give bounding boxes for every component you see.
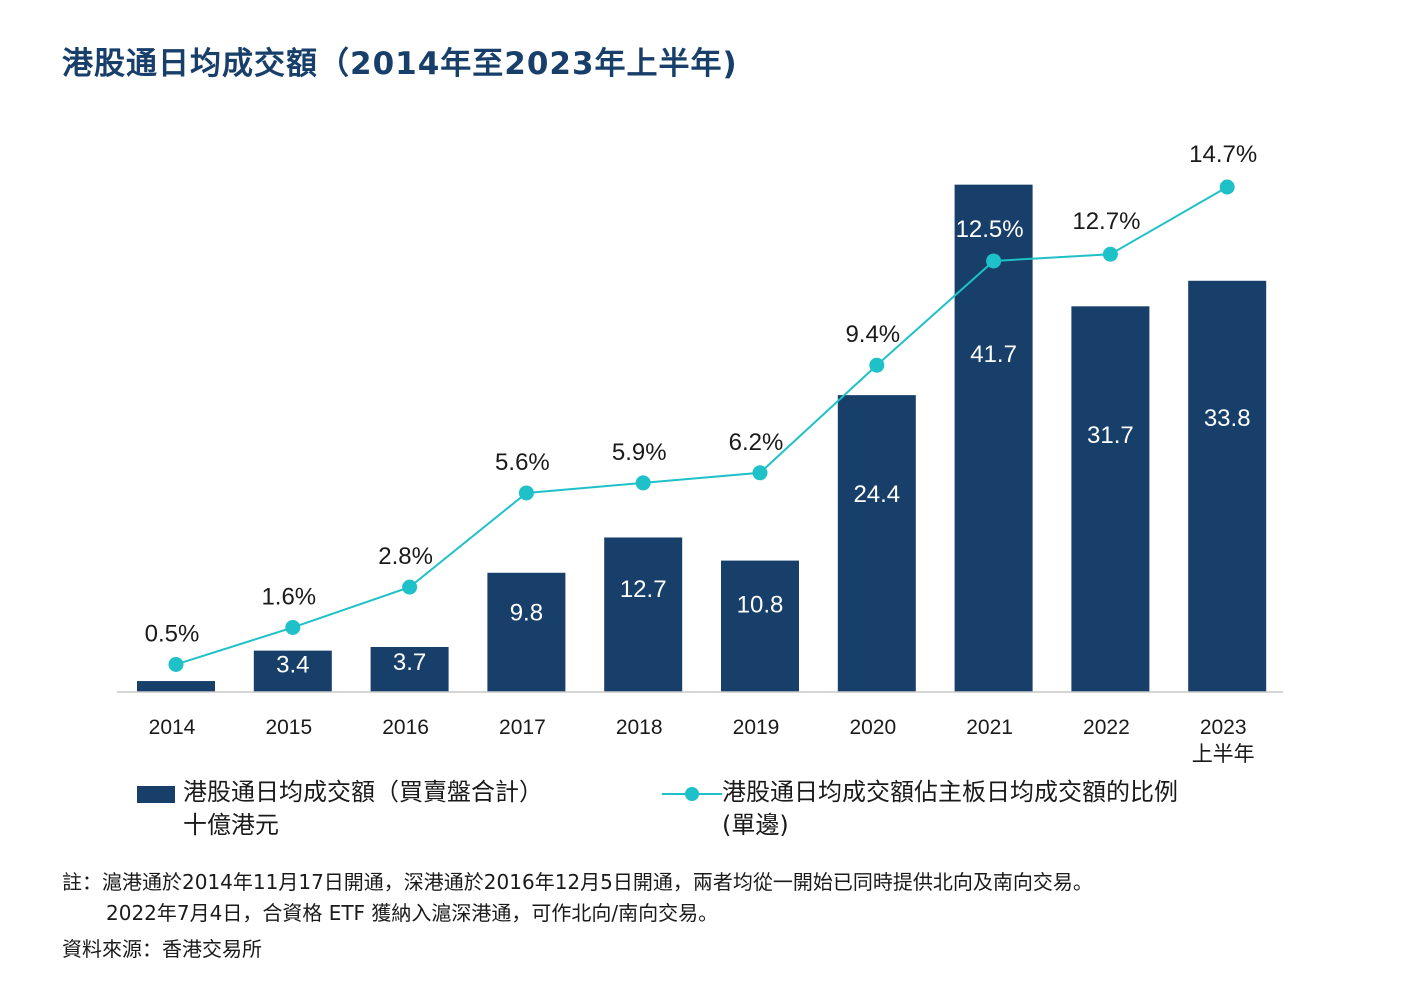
x-tick-label-8: 2022 [1083,716,1130,739]
ratio-label-8: 12.7% [1072,208,1140,235]
ratio-label-2: 2.8% [378,543,433,570]
bar-9 [1188,280,1267,692]
ratio-point-0 [168,656,184,672]
x-tick-label-1: 2015 [265,716,312,739]
ratio-label-1: 1.6% [261,583,316,610]
legend-bar-label-1: 港股通日均成交額（買賣盤合計） [183,778,543,806]
bar-value-label-5: 10.8 [737,591,784,618]
ratio-label-5: 6.2% [729,429,784,456]
x-tick-label-2: 2016 [382,716,429,739]
ratio-label-9: 14.7% [1189,141,1257,168]
ratio-point-9 [1219,179,1235,195]
bar-value-label-6: 24.4 [853,481,900,508]
bar-value-label-4: 12.7 [620,576,667,603]
x-tick-label-0: 2014 [149,716,196,739]
legend-bar-item: 港股通日均成交額（買賣盤合計） 十億港元 [137,776,607,846]
bar-value-label-3: 9.8 [510,600,543,627]
ratio-line [175,186,1228,666]
legend-line-swatch [662,787,722,801]
footnote-line-1: 註：滬港通於2014年11月17日開通，深港通於2016年12月5日開通，兩者均… [62,870,1093,894]
x-tick-label-7: 2021 [966,716,1013,739]
x-tick-label-3: 2017 [499,716,546,739]
ratio-label-6: 9.4% [845,321,900,348]
legend-line-label-2: (單邊) [722,811,789,839]
chart-title: 港股通日均成交額（2014年至2023年上半年) [62,46,738,82]
bar-8 [1071,306,1150,692]
ratio-point-2 [402,579,418,595]
x-tick-label-5: 2019 [733,716,780,739]
bar-0 [137,681,215,692]
source-note: 資料來源：香港交易所 [62,937,262,961]
bar-value-label-2: 3.7 [393,649,426,676]
ratio-label-7: 12.5% [956,216,1024,243]
ratio-point-6 [869,357,885,373]
bar-5 [721,560,799,692]
bar-1 [253,650,332,692]
ratio-point-4 [635,475,651,491]
ratio-point-3 [518,485,534,501]
footnote-line-2: 2022年7月4日，合資格 ETF 獲納入滬深港通，可作北向/南向交易。 [106,901,719,925]
ratio-label-3: 5.6% [495,449,550,476]
x-tick-label-6: 2020 [849,716,896,739]
bar-2 [370,646,449,692]
bar-value-label-1: 3.4 [276,651,309,678]
chart-area: 0.9 3.4 3.79.812.710.824.441.731.733.80.5%… [117,141,1283,766]
bar-value-label-9: 33.8 [1204,405,1251,432]
x-tick-label-9: 2023 [1200,716,1247,739]
x-tick-label-9-line2: 上半年 [1192,743,1255,766]
ratio-point-7 [986,253,1002,269]
legend-bar-label-2: 十億港元 [183,811,279,839]
ratio-point-8 [1102,246,1118,262]
legend-bar-swatch [137,786,175,803]
bar-value-label-8: 31.7 [1087,422,1134,449]
bar-value-label-7: 41.7 [970,341,1017,368]
ratio-point-1 [285,619,301,635]
ratio-label-0: 0.5% [145,620,200,647]
bar-4 [604,537,683,692]
legend-line-item: 港股通日均成交額佔主板日均成交額的比例 (單邊) [662,776,1262,846]
ratio-label-4: 5.9% [612,439,667,466]
legend-line-label-1: 港股通日均成交額佔主板日均成交額的比例 [722,778,1178,806]
bar-7 [954,184,1033,692]
bar-6 [837,395,916,692]
x-tick-label-4: 2018 [616,716,663,739]
bar-3 [487,572,566,692]
ratio-point-5 [752,465,768,481]
